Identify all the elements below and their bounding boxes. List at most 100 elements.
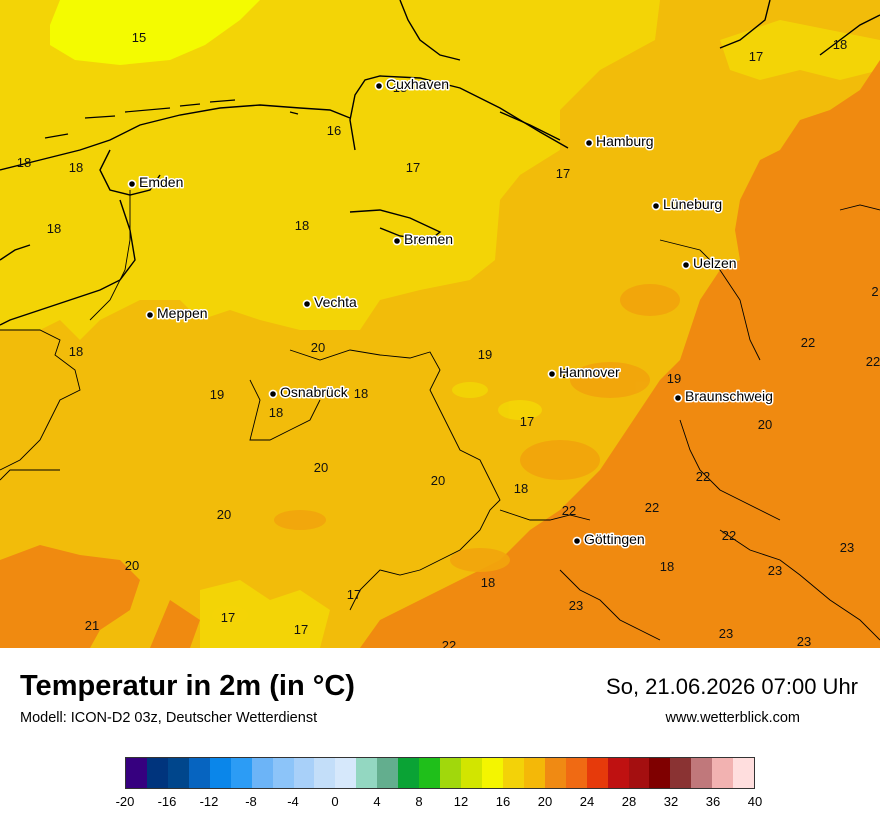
legend-label: 24 — [579, 794, 595, 809]
temperature-value: 18 — [17, 155, 31, 170]
temperature-value: 21 — [85, 618, 99, 633]
city-dot — [302, 299, 312, 309]
legend-swatch — [251, 758, 273, 788]
temperature-value: 17 — [221, 610, 235, 625]
temperature-value: 22 — [442, 638, 456, 648]
temperature-value: 18 — [69, 160, 83, 175]
temperature-value: 17 — [294, 622, 308, 637]
legend-swatch — [293, 758, 315, 788]
temperature-map: 15 18 18 16 17 18 18 17 17 18 18 18 2 20 19 22 18 22 19 20 1… — [0, 0, 880, 648]
legend-label: 12 — [453, 794, 469, 809]
city-label: Vechta — [314, 294, 357, 310]
legend-swatch — [167, 758, 189, 788]
website-link[interactable]: www.wetterblick.com — [665, 710, 800, 726]
legend-swatch — [272, 758, 294, 788]
city-marker: Osnabrück — [268, 383, 350, 402]
legend-swatch — [502, 758, 524, 788]
temperature-value: 20 — [431, 473, 445, 488]
legend-label: 32 — [663, 794, 679, 809]
city-dot — [127, 179, 137, 189]
city-marker: Cuxhaven — [374, 75, 451, 94]
temperature-value: 17 — [520, 414, 534, 429]
legend-swatch — [440, 758, 461, 788]
city-label: Hannover — [559, 364, 620, 380]
legend-swatch — [419, 758, 441, 788]
legend-label: -8 — [245, 794, 257, 809]
temperature-value: 20 — [562, 366, 576, 381]
legend-swatch — [670, 758, 692, 788]
city-marker: Hamburg — [584, 132, 655, 151]
city-label: Lüneburg — [663, 196, 722, 212]
temperature-value: 20 — [217, 507, 231, 522]
admin-borders — [0, 190, 880, 641]
zone-21-east — [360, 60, 880, 648]
temperature-value: 20 — [314, 460, 328, 475]
legend-swatch — [628, 758, 650, 788]
temperature-value: 17 — [556, 166, 570, 181]
frisian-islands — [44, 99, 299, 139]
city-dot — [145, 310, 155, 320]
city-dot — [673, 393, 683, 403]
zone-17-south — [200, 580, 330, 648]
temperature-value: 19 — [667, 371, 681, 386]
city-label: Bremen — [404, 231, 453, 247]
city-marker: Göttingen — [572, 530, 646, 549]
city-dot — [584, 138, 594, 148]
city-marker: Vechta — [302, 293, 359, 312]
temperature-value: 23 — [719, 626, 733, 641]
city-marker: Meppen — [145, 304, 209, 323]
temperature-value: 23 — [840, 540, 854, 555]
legend-swatch — [230, 758, 252, 788]
city-marker: Uelzen — [681, 254, 738, 273]
forecast-datetime: So, 21.06.2026 07:00 Uhr — [606, 674, 858, 699]
temperature-value: 18 — [69, 344, 83, 359]
temperature-value: 18 — [660, 559, 674, 574]
legend-swatch — [649, 758, 671, 788]
temperature-value: 16 — [327, 123, 341, 138]
legend-swatch — [398, 758, 420, 788]
legend-label: -20 — [115, 794, 135, 809]
legend-swatch — [565, 758, 587, 788]
temperature-value: 17 — [406, 160, 420, 175]
city-marker: Bremen — [392, 230, 455, 249]
temperature-value: 18 — [47, 221, 61, 236]
temperature-value: 20 — [758, 417, 772, 432]
temperature-value: 17 — [347, 587, 361, 602]
legend-swatch — [691, 758, 713, 788]
legend-label: -12 — [199, 794, 219, 809]
legend-colorbar — [125, 757, 755, 789]
legend-swatch — [188, 758, 210, 788]
city-dot — [374, 81, 384, 91]
temperature-value: 22 — [562, 503, 576, 518]
coastline-borders — [0, 0, 880, 326]
legend-label: 28 — [621, 794, 637, 809]
legend-swatch — [377, 758, 399, 788]
city-dot — [681, 260, 691, 270]
city-label: Meppen — [157, 305, 208, 321]
city-markers: Cuxhaven Hamburg Emden Lüneburg Bremen Uelzen… — [127, 75, 774, 549]
city-marker: Hannover — [547, 363, 622, 382]
city-label: Cuxhaven — [386, 76, 449, 92]
zone-17-speckles — [212, 382, 542, 624]
temperature-value: 18 — [481, 575, 495, 590]
city-marker: Lüneburg — [651, 195, 724, 214]
temperature-value: 22 — [722, 528, 736, 543]
temperature-value: 18 — [393, 80, 407, 95]
legend-label: 20 — [537, 794, 553, 809]
legend-swatch — [712, 758, 734, 788]
legend-swatch — [586, 758, 608, 788]
color-legend — [125, 757, 755, 791]
temperature-value: 20 — [311, 340, 325, 355]
temperature-value: 15 — [132, 30, 146, 45]
city-marker: Emden — [127, 173, 185, 192]
city-dot — [651, 201, 661, 211]
legend-swatch — [146, 758, 168, 788]
temperature-value: 23 — [569, 598, 583, 613]
temperature-value: 20 — [125, 558, 139, 573]
city-dot — [268, 389, 278, 399]
legend-label: -4 — [287, 794, 299, 809]
legend-label: 40 — [747, 794, 763, 809]
info-panel: Temperatur in 2m (in °C) Modell: ICON-D2… — [0, 648, 880, 830]
temperature-value: 19 — [210, 387, 224, 402]
temperature-value: 18 — [354, 386, 368, 401]
